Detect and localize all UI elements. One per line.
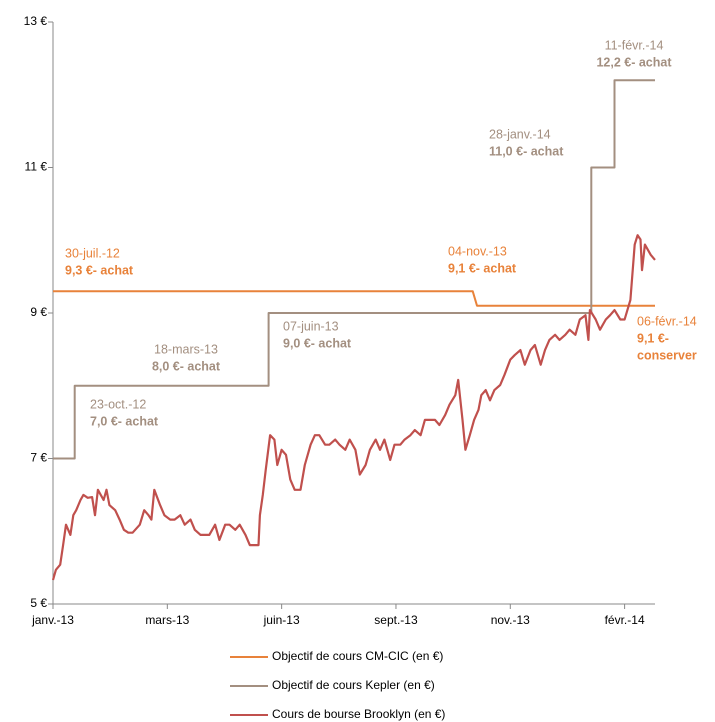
y-tick-label: 13 € xyxy=(24,14,48,28)
x-tick-label: juin-13 xyxy=(263,613,300,627)
series-line xyxy=(51,234,656,581)
y-tick-label: 5 € xyxy=(30,596,47,610)
legend-label: Cours de bourse Brooklyn (en €) xyxy=(272,707,445,721)
annotation-label: 11,0 €- achat xyxy=(489,144,564,158)
annotation-label: 8,0 €- achat xyxy=(152,359,221,373)
x-tick-label: nov.-13 xyxy=(491,613,530,627)
annotation-date: 18-mars-13 xyxy=(154,342,218,356)
legend-label: Objectif de cours Kepler (en €) xyxy=(272,678,435,692)
annotation-label: conserver xyxy=(637,348,697,362)
series-line xyxy=(53,79,655,460)
annotation-date: 06-févr.-14 xyxy=(637,314,697,328)
y-tick-label: 9 € xyxy=(30,305,47,319)
annotation-label: 7,0 €- achat xyxy=(90,414,159,428)
annotation-date: 30-juil.-12 xyxy=(65,246,120,260)
annotation-label: 9,3 €- achat xyxy=(65,263,134,277)
x-tick-label: févr.-14 xyxy=(605,613,645,627)
x-tick-label: janv.-13 xyxy=(31,613,74,627)
annotation-date: 11-févr.-14 xyxy=(605,38,664,52)
annotation-date: 07-juin-13 xyxy=(283,319,339,333)
legend-label: Objectif de cours CM-CIC (en €) xyxy=(272,649,443,663)
annotation-label: 9,1 €- achat xyxy=(448,261,517,275)
annotation-label: 12,2 €- achat xyxy=(596,55,672,69)
series-line xyxy=(53,290,655,307)
y-tick-label: 11 € xyxy=(25,160,48,174)
annotation-date: 04-nov.-13 xyxy=(448,244,507,258)
annotation-date: 28-janv.-14 xyxy=(489,127,551,141)
y-tick-label: 7 € xyxy=(30,451,47,465)
x-tick-label: mars-13 xyxy=(145,613,189,627)
annotation-date: 23-oct.-12 xyxy=(90,397,146,411)
annotation-label: 9,1 €- xyxy=(637,331,669,345)
annotation-label: 9,0 €- achat xyxy=(283,336,352,350)
x-tick-label: sept.-13 xyxy=(374,613,418,627)
